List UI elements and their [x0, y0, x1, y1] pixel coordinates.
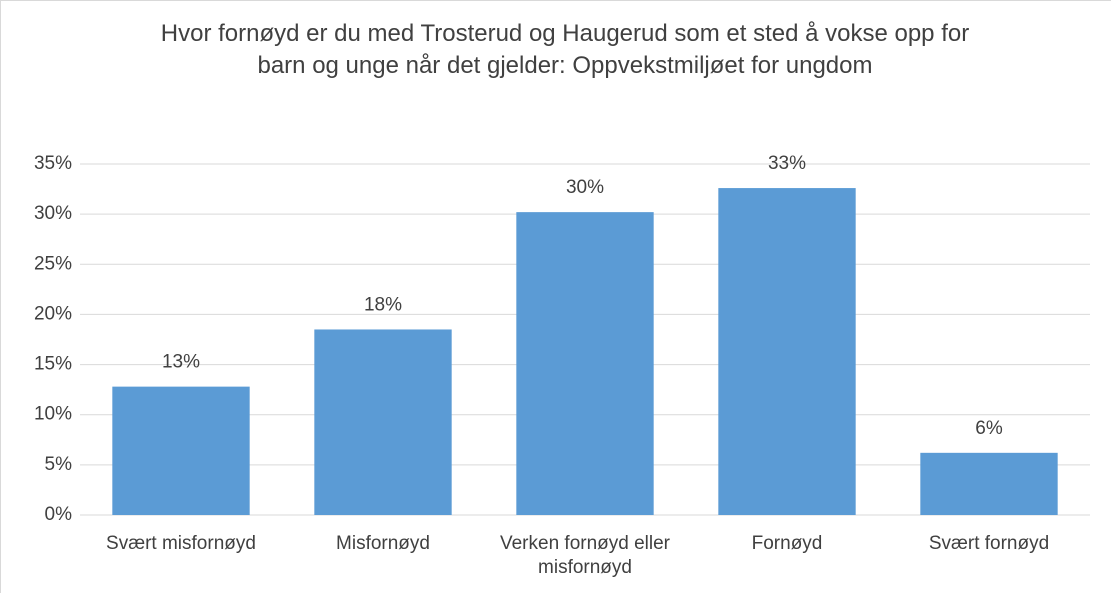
data-label: 33%: [768, 153, 806, 174]
x-tick-label: Svært fornøyd: [928, 533, 1050, 554]
y-tick-label: 10%: [34, 404, 72, 425]
bar: [516, 212, 654, 515]
y-tick-label: 20%: [34, 303, 72, 324]
data-label: 6%: [975, 418, 1003, 439]
data-label: 18%: [364, 294, 402, 315]
y-tick-label: 25%: [34, 253, 72, 274]
data-label: 30%: [566, 177, 604, 198]
y-tick-label: 35%: [34, 153, 72, 174]
x-tick-label: Misfornøyd: [336, 533, 430, 554]
bar: [314, 329, 452, 515]
data-label: 13%: [162, 352, 200, 373]
bar: [718, 188, 856, 515]
y-tick-label: 30%: [34, 203, 72, 224]
y-tick-label: 5%: [45, 454, 73, 475]
x-tick-label: Fornøyd: [751, 533, 823, 554]
bar: [920, 452, 1058, 515]
y-tick-label: 15%: [34, 354, 72, 375]
chart-title: Hvor fornøyd er du med Trosterud og Haug…: [160, 20, 970, 79]
bar: [112, 386, 250, 515]
x-tick-label: Svært misfornøyd: [106, 533, 256, 554]
x-tick-label: Verken fornøyd eller misfornøyd: [499, 533, 671, 578]
y-tick-label: 0%: [45, 504, 73, 525]
